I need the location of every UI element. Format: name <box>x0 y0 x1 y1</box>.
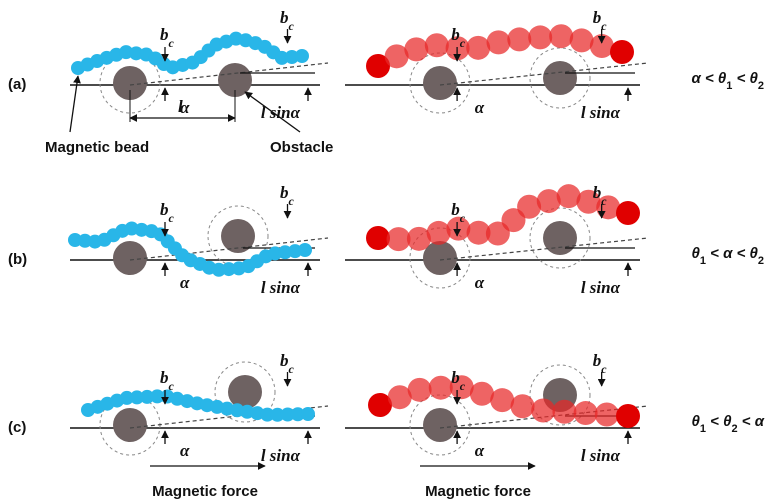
condition-text: < α < θ <box>706 245 758 262</box>
condition-text: < α <box>738 413 765 430</box>
panel-label: (c) <box>8 419 26 436</box>
magnetic-bead <box>610 40 634 64</box>
obstacle <box>543 221 577 255</box>
magnetic-bead <box>408 378 432 402</box>
force-label: Magnetic force <box>425 483 531 500</box>
bead-chain <box>71 32 309 75</box>
l-sin-alpha-label: l sinα <box>261 446 301 465</box>
alpha-label: α <box>475 273 485 292</box>
l-sin-alpha-label: l sinα <box>261 278 301 297</box>
obstacle-label: Obstacle <box>270 139 333 156</box>
obstacle <box>113 408 147 442</box>
bc-base: b <box>593 8 602 27</box>
bc-sub: c <box>289 19 295 33</box>
bc-label: bc <box>160 25 175 50</box>
bc-base: b <box>160 200 169 219</box>
alpha-label: α <box>180 273 190 292</box>
bc-base: b <box>593 183 602 202</box>
condition-sub: 2 <box>758 255 764 267</box>
bc-sub: c <box>289 194 295 208</box>
bc-base: b <box>451 25 460 44</box>
bc-base: b <box>280 8 289 27</box>
magnetic-bead <box>507 27 531 51</box>
bc-label: bc <box>160 368 175 393</box>
l-sin-alpha-label: l sinα <box>261 103 301 122</box>
magnetic-bead <box>466 36 490 60</box>
bc-base: b <box>451 200 460 219</box>
panel-label: (b) <box>8 251 27 268</box>
alpha-label: α <box>180 441 190 460</box>
obstacle <box>113 241 147 275</box>
obstacle <box>423 66 457 100</box>
magnetic-bead <box>295 49 309 63</box>
magnetic-bead <box>511 394 535 418</box>
bead-chain <box>366 24 634 78</box>
magnetic-bead <box>446 217 470 241</box>
condition: θ1 < θ2 < α <box>692 413 765 435</box>
diagram: (a)α < θ1 < θ2bcbcαl sinαbcbcαl sinα(b)θ… <box>0 0 771 504</box>
bc-sub: c <box>169 36 175 50</box>
obstacle <box>423 408 457 442</box>
panel-label: (a) <box>8 76 26 93</box>
magnetic-bead <box>537 189 561 213</box>
bc-label: bc <box>593 351 608 376</box>
bc-sub: c <box>460 379 466 393</box>
magnetic-bead <box>298 243 312 257</box>
alpha-label: α <box>475 98 485 117</box>
magnetic-bead <box>427 221 451 245</box>
magnetic-bead <box>574 401 598 425</box>
length-label: l <box>178 97 183 116</box>
l-sin-alpha-label: l sinα <box>581 103 621 122</box>
bc-base: b <box>593 351 602 370</box>
magnetic-bead <box>425 33 449 57</box>
magnetic-bead <box>490 388 514 412</box>
bc-label: bc <box>593 8 608 33</box>
condition: θ1 < α < θ2 <box>692 245 764 267</box>
magnetic-bead <box>470 382 494 406</box>
condition-sub: 2 <box>758 80 764 92</box>
magnetic-bead <box>404 37 428 61</box>
bc-base: b <box>280 183 289 202</box>
magnetic-bead <box>531 398 555 422</box>
force-label: Magnetic force <box>152 483 258 500</box>
bead-chain <box>368 375 640 428</box>
bc-sub: c <box>460 36 466 50</box>
bc-sub: c <box>289 362 295 376</box>
bc-sub: c <box>169 211 175 225</box>
bc-sub: c <box>169 379 175 393</box>
magnetic-bead <box>429 376 453 400</box>
magnetic-bead <box>549 24 573 48</box>
magnetic-bead <box>487 30 511 54</box>
obstacle <box>543 61 577 95</box>
bc-base: b <box>160 25 169 44</box>
magnetic-bead <box>528 25 552 49</box>
bc-base: b <box>160 368 169 387</box>
magnetic-bead <box>616 201 640 225</box>
condition-text: < θ <box>732 70 758 87</box>
magnetic-bead <box>595 403 619 427</box>
l-sin-alpha-label: l sinα <box>581 446 621 465</box>
condition-text: α < θ <box>692 70 727 87</box>
bc-sub: c <box>460 211 466 225</box>
bead-label: Magnetic bead <box>45 139 149 156</box>
obstacle <box>228 375 262 409</box>
bc-label: bc <box>160 200 175 225</box>
magnetic-bead <box>366 226 390 250</box>
magnetic-bead <box>616 404 640 428</box>
condition: α < θ1 < θ2 <box>692 70 764 92</box>
magnetic-bead <box>552 400 576 424</box>
bc-base: b <box>280 351 289 370</box>
magnetic-bead <box>301 407 315 421</box>
condition-text: < θ <box>706 413 732 430</box>
l-sin-alpha-label: l sinα <box>581 278 621 297</box>
bc-base: b <box>451 368 460 387</box>
magnetic-bead <box>570 28 594 52</box>
alpha-label: α <box>475 441 485 460</box>
bead-chain <box>68 221 312 276</box>
